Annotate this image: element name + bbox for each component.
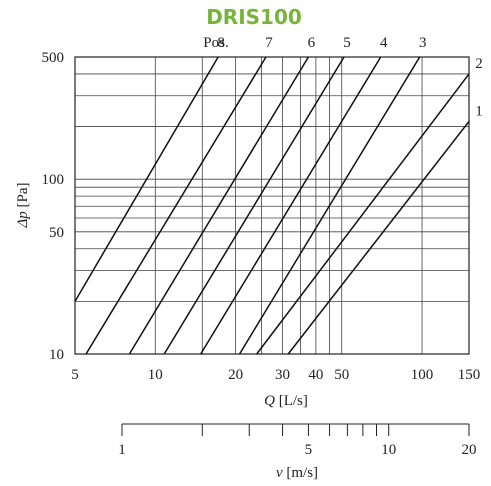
grid-layer [74,56,470,355]
y-tick-label-10: 10 [49,347,64,363]
velocity-axis: 1 5 10 20 [118,423,477,458]
tick-layer: 5 10 20 30 40 50 100 150 10 50 100 500 8 7 6 5 4 3 2 1 [42,35,483,383]
x-tick-label-150: 150 [458,367,481,383]
series-label-1: 1 [475,103,483,119]
y-tick-label-50: 50 [49,225,64,241]
x-tick-label-20: 20 [228,367,243,383]
plot-frame [74,56,470,355]
x-tick-label-40: 40 [308,367,323,383]
x-tick-label-10: 10 [148,367,163,383]
velocity-tick-label-10: 10 [381,442,396,458]
series-line-5 [163,56,345,355]
series-label-3: 3 [419,35,427,51]
series-line-3 [238,56,421,355]
velocity-tick-label-20: 20 [462,442,477,458]
series-line-7 [85,56,267,355]
velocity-axis-label: v [m/s] [276,465,318,481]
velocity-tick-label-5: 5 [305,442,313,458]
series-line-2 [256,73,470,355]
curve-layer [74,56,470,355]
y-axis-label: Δp [Pa] [15,182,31,228]
x-tick-label-50: 50 [334,367,349,383]
velocity-tick-label-1: 1 [118,442,126,458]
y-tick-label-100: 100 [42,172,65,188]
series-label-prefix: Pos. [203,35,228,51]
series-label-2: 2 [475,56,483,72]
y-tick-label-500: 500 [42,50,65,66]
series-line-8 [74,56,219,302]
series-line-1 [287,120,470,355]
x-tick-label-5: 5 [71,367,79,383]
series-line-6 [128,56,310,355]
series-label-4: 4 [380,35,388,51]
series-line-4 [200,56,382,355]
chart-title: DRIS100 [206,5,302,29]
series-label-5: 5 [343,35,351,51]
x-tick-label-30: 30 [275,367,290,383]
series-label-6: 6 [308,35,316,51]
x-tick-label-100: 100 [411,367,434,383]
series-label-7: 7 [265,35,273,51]
x-axis-label: Q [L/s] [264,393,308,409]
series-label-8: 8 [217,35,225,51]
